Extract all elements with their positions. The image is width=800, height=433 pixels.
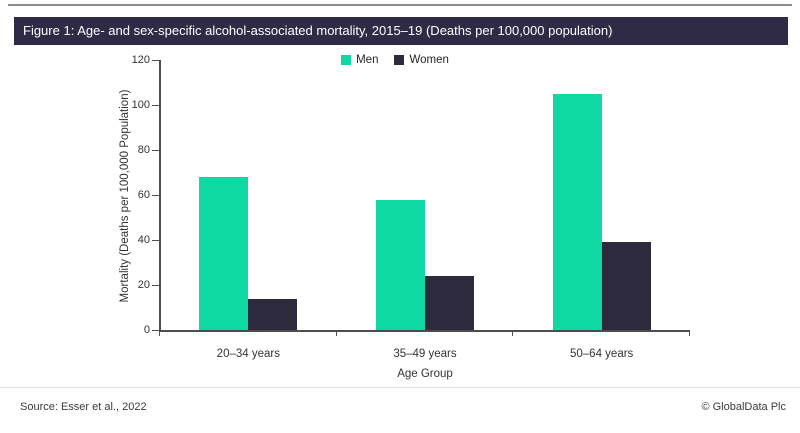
legend-item-men: Men <box>341 54 378 66</box>
legend-swatch-women <box>394 55 405 65</box>
y-tick-label: 20 <box>137 279 150 291</box>
x-tick-label: 20–34 years <box>216 348 280 360</box>
y-tick-mark <box>152 240 159 241</box>
copyright-text: © GlobalData Plc <box>701 401 786 413</box>
x-tick-mark <box>159 332 160 336</box>
x-axis-title: Age Group <box>397 368 453 380</box>
y-tick-label: 40 <box>137 234 150 246</box>
y-tick-mark <box>152 330 159 331</box>
legend-label: Men <box>356 54 379 66</box>
top-divider <box>8 4 792 6</box>
bar-women-3 <box>601 242 651 330</box>
y-tick-mark <box>152 150 159 151</box>
legend-label: Women <box>409 54 449 66</box>
x-tick-label: 35–49 years <box>393 348 457 360</box>
source-text: Source: Esser et al., 2022 <box>20 401 147 413</box>
chart-legend: Men Women <box>130 54 660 66</box>
x-tick-label: 50–64 years <box>570 348 634 360</box>
footer-divider <box>0 387 800 388</box>
y-axis-line <box>159 60 161 332</box>
bar-women-2 <box>425 276 474 330</box>
x-tick-mark <box>689 332 690 336</box>
legend-swatch-men <box>341 55 352 65</box>
x-tick-mark <box>335 332 337 336</box>
y-tick-label: 80 <box>137 144 150 156</box>
x-axis-line <box>159 330 690 332</box>
bar-men-1 <box>199 177 249 330</box>
y-tick-mark <box>152 60 159 61</box>
y-tick-mark <box>152 285 159 286</box>
y-tick-mark <box>152 105 159 106</box>
bar-men-3 <box>552 93 602 330</box>
y-tick-label: 100 <box>131 99 150 111</box>
y-tick-label: 60 <box>137 189 150 201</box>
y-tick-label: 0 <box>143 324 150 336</box>
y-tick-label: 120 <box>131 54 150 66</box>
x-tick-mark <box>512 332 514 336</box>
bar-women-1 <box>248 298 298 330</box>
bar-men-2 <box>376 199 425 330</box>
legend-item-women: Women <box>394 54 449 66</box>
figure-title-bar: Figure 1: Age- and sex-specific alcohol-… <box>14 17 788 45</box>
y-tick-mark <box>152 195 159 196</box>
